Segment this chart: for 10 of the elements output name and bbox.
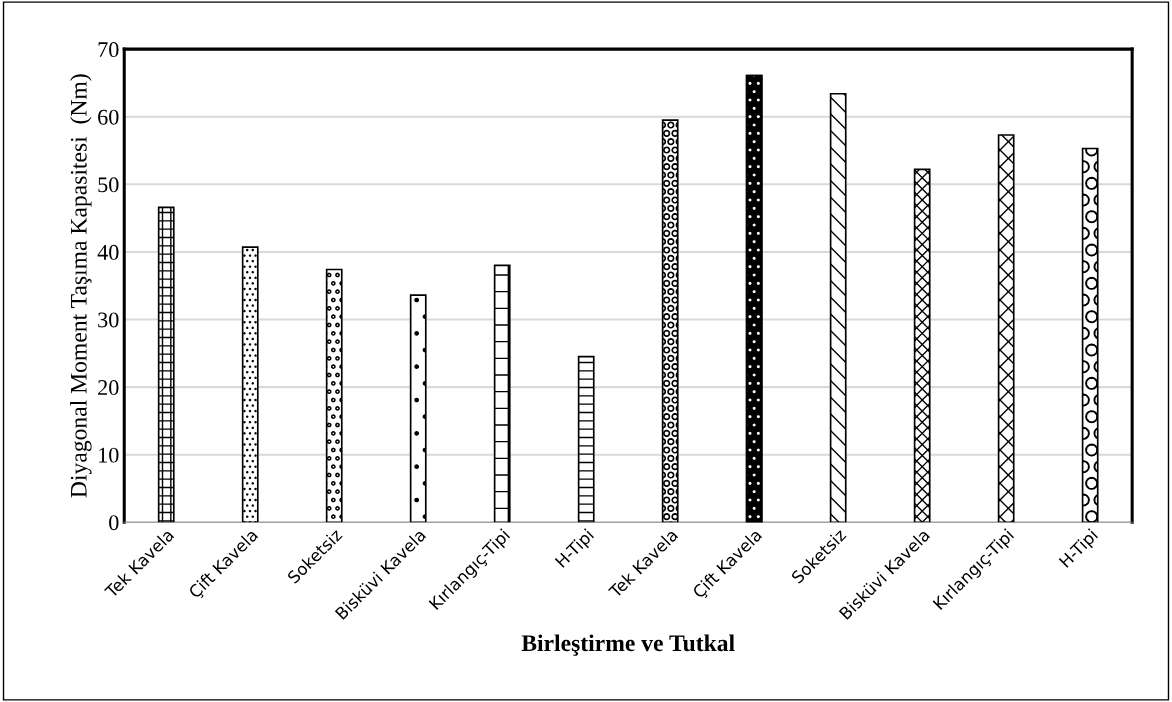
y-tick-label: 70 <box>98 42 119 58</box>
y-tick-label: 0 <box>109 515 119 531</box>
y-tick-label: 30 <box>98 312 119 328</box>
y-tick-label: 50 <box>98 177 119 193</box>
y-tick-label: 20 <box>98 380 119 396</box>
y-tick-label: 40 <box>97 244 119 260</box>
y-tick-label: 60 <box>98 109 119 125</box>
y-tick-label: 10 <box>99 447 119 463</box>
x-axis-title: Birleştirme ve Tutkal <box>521 634 735 656</box>
y-axis-title: Diyagonal Moment Taşıma Kapasitesi (Nm) <box>70 74 92 498</box>
